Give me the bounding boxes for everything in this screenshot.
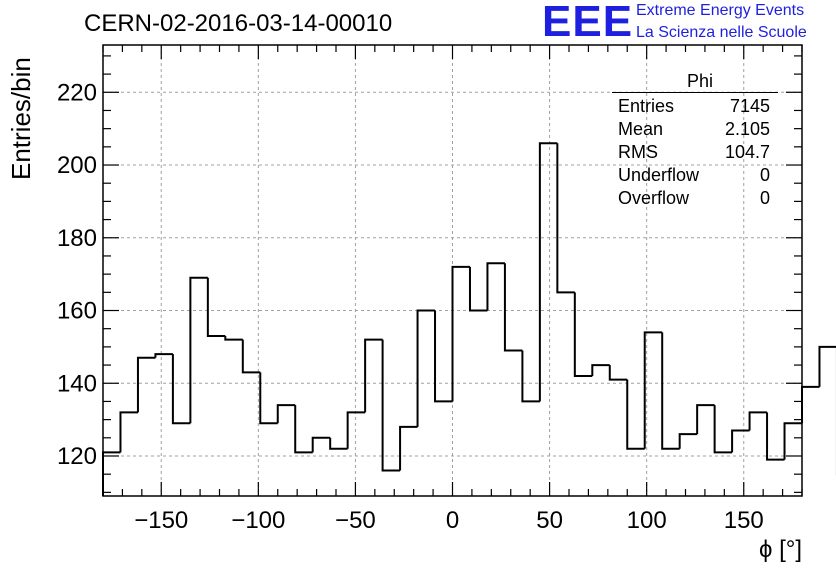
histogram-bin — [521, 350, 540, 403]
stats-label: Entries — [618, 96, 675, 116]
stats-label: Underflow — [618, 165, 700, 185]
histogram-bin — [696, 404, 715, 435]
histogram-bin — [259, 372, 278, 425]
histogram-bin — [556, 143, 575, 294]
histogram-bin — [136, 356, 156, 413]
stats-value: 0 — [759, 165, 770, 185]
stats-value: 7145 — [729, 96, 770, 116]
histogram-bin — [713, 405, 733, 454]
histogram-bin — [643, 331, 663, 449]
histogram-bin — [206, 277, 226, 337]
histogram-bin — [801, 385, 820, 424]
histogram-bin — [766, 412, 785, 461]
stats-row-entries: Entries 7145 — [612, 95, 778, 118]
y-tick-label: 160 — [57, 298, 97, 325]
x-tick-label: 150 — [724, 507, 764, 534]
stats-value: 104.7 — [724, 142, 770, 162]
eee-logo: EEE — [542, 0, 634, 46]
y-tick-label: 140 — [57, 370, 97, 397]
x-tick-label: 100 — [627, 507, 667, 534]
stats-row-mean: Mean 2.105 — [612, 118, 778, 141]
y-tick-label: 120 — [57, 443, 97, 470]
x-tick-label: −100 — [231, 507, 285, 534]
histogram-bin — [626, 379, 645, 450]
histogram-bin — [818, 345, 836, 387]
axis-tick-labels: −150 −100 −50 0 50 100 150 120 140 160 180 200 220 — [57, 79, 764, 534]
histogram-bin — [678, 433, 698, 449]
histogram-bin — [573, 292, 593, 377]
histogram-bin — [503, 263, 523, 352]
logo-line-1: Extreme Energy Events — [636, 2, 805, 19]
x-axis-label: ϕ [°] — [758, 536, 802, 563]
stats-label: Overflow — [618, 188, 690, 208]
histogram-bin — [381, 339, 401, 472]
axis-ticks — [102, 45, 803, 496]
histogram-bin — [154, 353, 173, 358]
x-tick-label: 50 — [536, 507, 563, 534]
histogram-bin — [399, 425, 418, 471]
x-tick-label: −50 — [335, 507, 376, 534]
histogram-bin — [591, 364, 610, 376]
logo-line-2: La Scienza nelle Scuole — [636, 24, 807, 41]
stats-row-rms: RMS 104.7 — [612, 141, 778, 164]
stats-value: 2.105 — [724, 119, 770, 139]
histogram-bin — [189, 276, 208, 424]
histogram-bin — [486, 262, 505, 311]
histogram-bin — [346, 411, 366, 449]
histogram-bin — [241, 339, 261, 374]
histogram-bin — [434, 310, 453, 403]
stats-box: Phi Entries 7145 Mean 2.105 RMS 104.7 Un… — [612, 70, 778, 210]
histogram-bin — [294, 405, 313, 454]
chart-title: CERN-02-2016-03-14-00010 — [84, 10, 393, 37]
histogram-bin — [608, 365, 628, 381]
y-tick-label: 180 — [57, 225, 97, 252]
y-tick-label: 220 — [57, 79, 97, 106]
y-tick-label: 200 — [57, 152, 97, 179]
histogram-bin — [451, 265, 470, 402]
x-tick-label: 0 — [446, 507, 459, 534]
stats-label: Mean — [618, 119, 664, 139]
x-tick-label: −150 — [134, 507, 188, 534]
stats-row-underflow: Underflow 0 — [612, 164, 778, 187]
stats-value: 0 — [759, 188, 770, 208]
stats-title: Phi — [612, 70, 778, 93]
histogram-bin — [416, 309, 436, 427]
histogram-bin — [119, 411, 138, 453]
histogram-bars — [102, 142, 836, 496]
histogram-bin — [731, 429, 750, 453]
histogram-bin — [468, 266, 488, 312]
histogram-bin — [224, 335, 243, 341]
histogram-bin — [311, 436, 331, 453]
stats-label: RMS — [618, 142, 658, 162]
stats-row-overflow: Overflow 0 — [612, 187, 778, 210]
histogram-bin — [783, 422, 802, 460]
histogram-bin — [171, 354, 191, 425]
histogram-bin — [329, 437, 348, 450]
histogram-bin — [364, 338, 383, 413]
histogram-bin — [661, 332, 680, 450]
histogram-bin — [748, 411, 768, 431]
histogram-bin — [276, 404, 296, 424]
y-axis-label: Entries/bin — [6, 57, 36, 180]
histogram-bin — [538, 142, 558, 402]
